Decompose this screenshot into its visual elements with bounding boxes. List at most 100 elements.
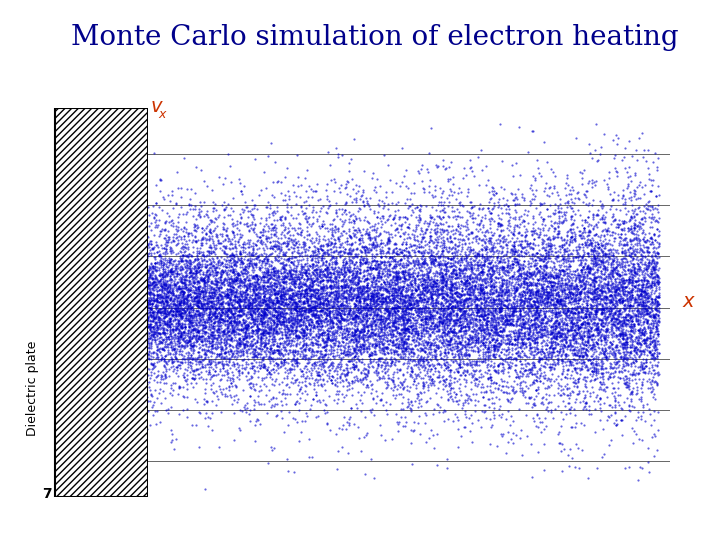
Point	[240, 311, 252, 320]
Point	[649, 302, 660, 311]
Point	[456, 287, 467, 296]
Point	[546, 240, 558, 249]
Point	[289, 348, 301, 356]
Point	[503, 264, 515, 272]
Point	[344, 232, 356, 241]
Point	[272, 289, 284, 298]
Point	[327, 306, 338, 314]
Point	[536, 234, 547, 243]
Point	[497, 285, 508, 294]
Point	[539, 260, 551, 269]
Point	[223, 318, 235, 327]
Point	[522, 293, 534, 302]
Point	[528, 339, 540, 348]
Point	[456, 298, 468, 306]
Point	[577, 397, 588, 406]
Point	[190, 264, 202, 272]
Point	[179, 299, 191, 307]
Point	[290, 326, 302, 334]
Point	[336, 282, 348, 291]
Point	[590, 354, 601, 362]
Point	[397, 273, 408, 281]
Point	[387, 310, 398, 319]
Point	[385, 359, 397, 368]
Point	[454, 260, 466, 269]
Point	[448, 310, 459, 319]
Point	[581, 238, 593, 246]
Point	[433, 312, 445, 321]
Point	[259, 322, 271, 331]
Point	[338, 316, 350, 325]
Point	[391, 368, 402, 377]
Point	[231, 279, 243, 287]
Point	[364, 339, 375, 347]
Point	[366, 379, 378, 388]
Point	[417, 325, 428, 334]
Point	[474, 304, 486, 313]
Point	[224, 261, 235, 269]
Point	[371, 339, 382, 347]
Point	[330, 247, 341, 255]
Point	[195, 262, 207, 271]
Point	[235, 287, 246, 296]
Point	[402, 335, 413, 343]
Point	[369, 329, 380, 338]
Point	[523, 243, 535, 252]
Point	[575, 261, 587, 269]
Point	[426, 308, 438, 316]
Point	[251, 312, 263, 320]
Point	[618, 350, 630, 359]
Point	[418, 295, 430, 303]
Point	[647, 301, 658, 309]
Point	[516, 321, 527, 330]
Point	[438, 295, 450, 304]
Point	[158, 258, 169, 266]
Point	[304, 269, 315, 278]
Point	[261, 302, 272, 311]
Point	[222, 286, 234, 294]
Point	[307, 333, 318, 341]
Point	[335, 317, 346, 326]
Point	[493, 395, 505, 403]
Point	[469, 301, 481, 310]
Point	[322, 326, 333, 335]
Point	[145, 325, 156, 333]
Point	[271, 320, 282, 328]
Point	[198, 256, 210, 265]
Point	[642, 201, 654, 210]
Point	[441, 292, 453, 300]
Point	[293, 333, 305, 341]
Point	[187, 285, 199, 294]
Point	[469, 395, 481, 404]
Point	[647, 248, 659, 256]
Point	[534, 253, 546, 262]
Point	[541, 282, 553, 291]
Point	[181, 341, 193, 350]
Point	[376, 320, 387, 329]
Point	[354, 296, 366, 305]
Point	[565, 371, 577, 380]
Point	[541, 299, 552, 307]
Point	[555, 266, 567, 274]
Point	[271, 359, 282, 368]
Point	[408, 267, 419, 276]
Point	[405, 211, 417, 219]
Point	[590, 301, 601, 309]
Point	[215, 309, 227, 318]
Point	[346, 296, 358, 305]
Point	[400, 418, 412, 427]
Point	[344, 357, 356, 366]
Point	[595, 324, 607, 333]
Point	[267, 178, 279, 186]
Point	[138, 299, 150, 307]
Point	[456, 291, 467, 300]
Point	[613, 312, 624, 321]
Point	[487, 253, 499, 261]
Point	[474, 315, 485, 323]
Point	[634, 263, 646, 272]
Point	[585, 275, 597, 284]
Point	[431, 309, 443, 318]
Point	[439, 349, 451, 357]
Point	[616, 247, 627, 256]
Point	[224, 266, 235, 275]
